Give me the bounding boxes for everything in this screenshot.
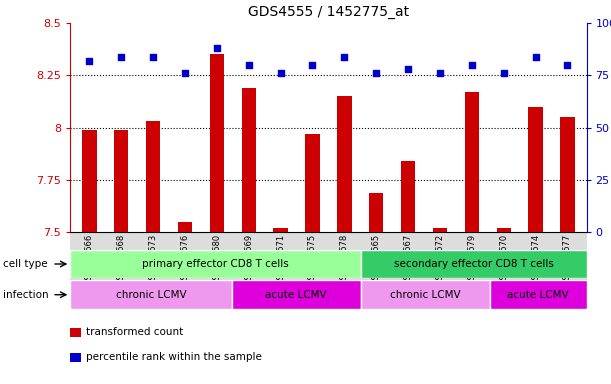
Text: acute LCMV: acute LCMV bbox=[265, 290, 327, 300]
Bar bbox=[464, 92, 479, 232]
Bar bbox=[70, 250, 360, 278]
Bar bbox=[274, 228, 288, 232]
Point bbox=[403, 66, 413, 72]
Point bbox=[563, 62, 573, 68]
Bar bbox=[146, 121, 160, 232]
Title: GDS4555 / 1452775_at: GDS4555 / 1452775_at bbox=[248, 5, 409, 19]
Bar bbox=[70, 232, 587, 295]
Bar bbox=[232, 280, 360, 309]
Text: transformed count: transformed count bbox=[86, 327, 183, 337]
Bar bbox=[114, 130, 128, 232]
Bar bbox=[560, 117, 574, 232]
Text: primary effector CD8 T cells: primary effector CD8 T cells bbox=[142, 259, 289, 269]
Bar bbox=[529, 107, 543, 232]
Bar bbox=[369, 192, 383, 232]
Bar bbox=[210, 55, 224, 232]
Point bbox=[116, 53, 126, 60]
Bar bbox=[306, 134, 320, 232]
Point bbox=[499, 70, 508, 76]
Bar bbox=[241, 88, 256, 232]
Bar bbox=[433, 228, 447, 232]
Bar bbox=[337, 96, 351, 232]
Point bbox=[212, 45, 222, 51]
Point bbox=[467, 62, 477, 68]
Text: chronic LCMV: chronic LCMV bbox=[390, 290, 461, 300]
Text: percentile rank within the sample: percentile rank within the sample bbox=[86, 352, 262, 362]
Point bbox=[307, 62, 317, 68]
Bar bbox=[490, 280, 587, 309]
Point bbox=[244, 62, 254, 68]
Bar bbox=[178, 222, 192, 232]
Point bbox=[148, 53, 158, 60]
Point bbox=[435, 70, 445, 76]
Bar bbox=[360, 280, 490, 309]
Text: infection: infection bbox=[3, 290, 49, 300]
Point bbox=[84, 58, 94, 64]
Bar bbox=[497, 228, 511, 232]
Bar bbox=[82, 130, 97, 232]
Text: secondary effector CD8 T cells: secondary effector CD8 T cells bbox=[393, 259, 554, 269]
Point bbox=[340, 53, 349, 60]
Text: cell type: cell type bbox=[3, 259, 48, 269]
Point bbox=[276, 70, 285, 76]
Bar bbox=[70, 280, 232, 309]
Point bbox=[371, 70, 381, 76]
Bar bbox=[401, 161, 415, 232]
Bar bbox=[360, 250, 587, 278]
Point bbox=[180, 70, 190, 76]
Text: acute LCMV: acute LCMV bbox=[507, 290, 569, 300]
Point bbox=[531, 53, 541, 60]
Text: chronic LCMV: chronic LCMV bbox=[115, 290, 186, 300]
